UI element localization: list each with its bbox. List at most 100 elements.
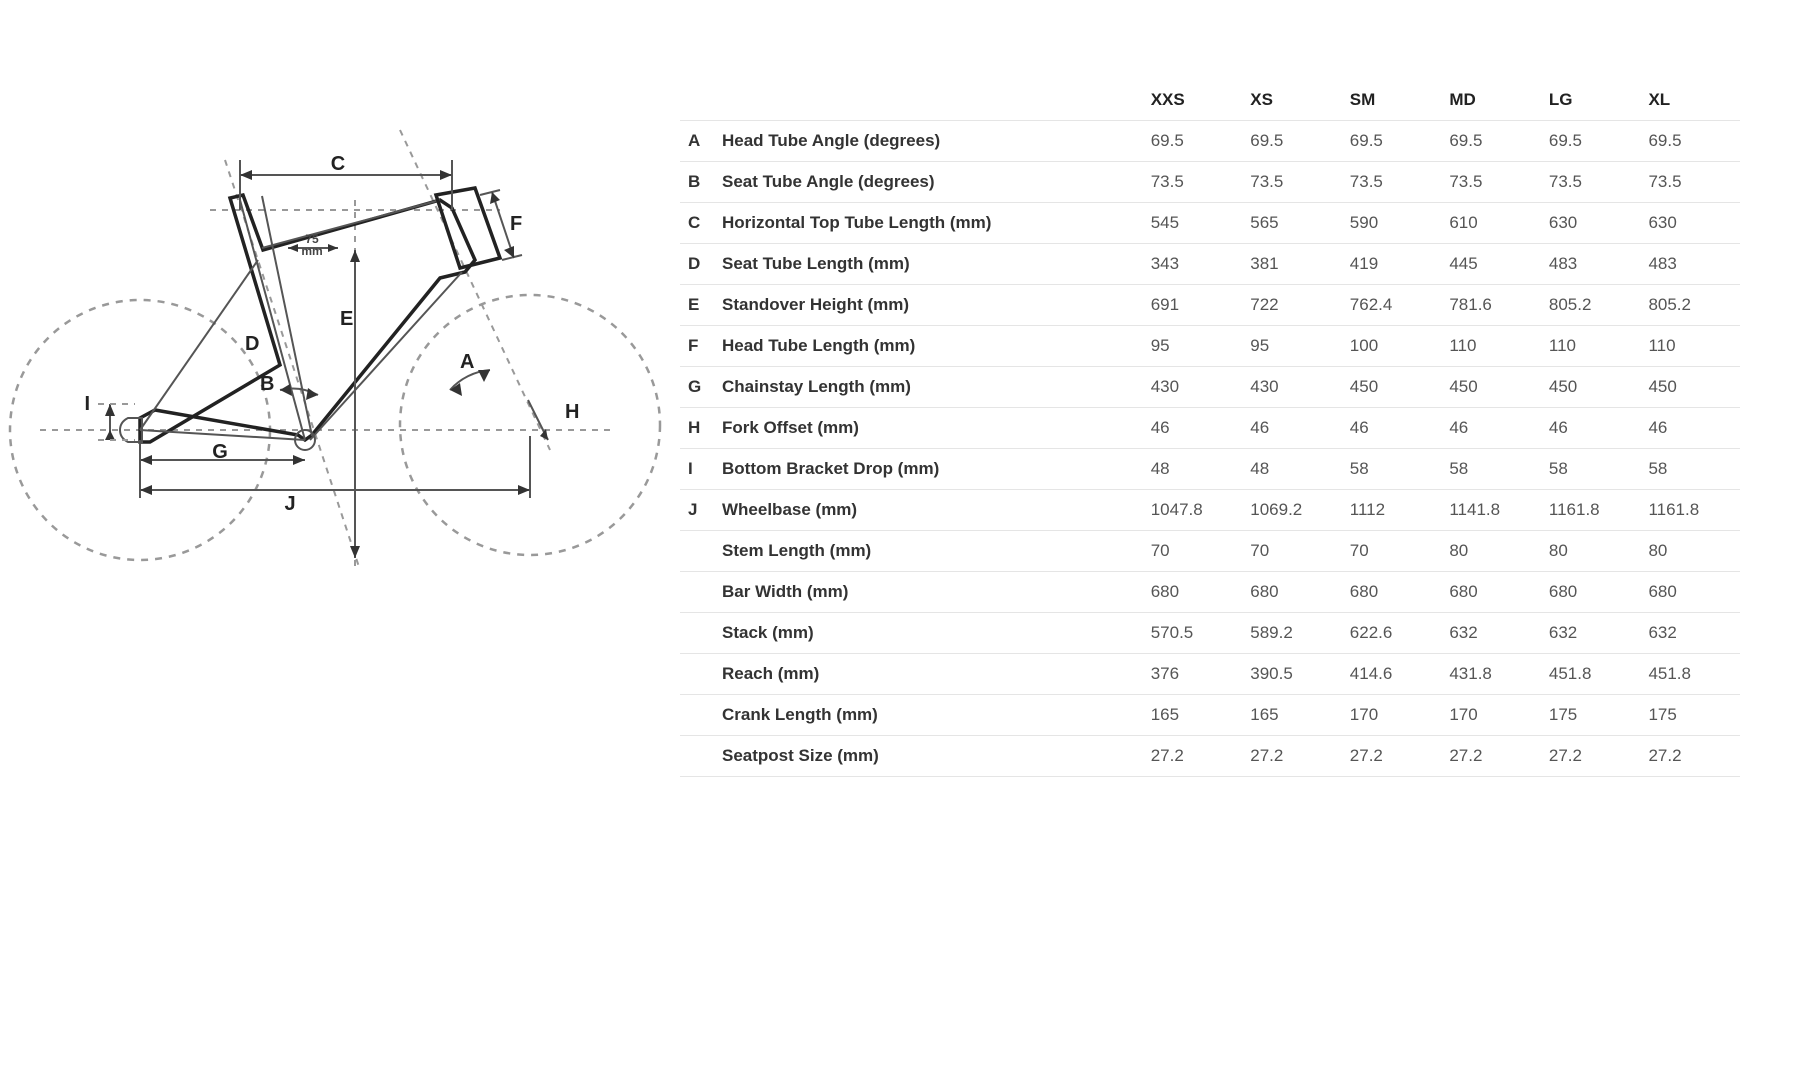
row-label: Crank Length (mm) [714,695,1143,736]
dim-75mm: 75 mm [288,232,338,258]
svg-text:E: E [340,308,353,330]
row-label: Wheelbase (mm) [714,490,1143,531]
table-row: Crank Length (mm)165165170170175175 [680,695,1740,736]
table-row: EStandover Height (mm)691722762.4781.680… [680,285,1740,326]
row-letter: I [680,449,714,490]
row-letter [680,572,714,613]
row-value: 632 [1640,613,1740,654]
row-value: 95 [1143,326,1243,367]
row-label: Stem Length (mm) [714,531,1143,572]
row-value: 100 [1342,326,1442,367]
row-label: Seat Tube Length (mm) [714,244,1143,285]
dim-h-label: H [565,401,579,423]
row-value: 451.8 [1541,654,1641,695]
row-letter: A [680,121,714,162]
row-value: 632 [1541,613,1641,654]
row-value: 450 [1541,367,1641,408]
row-letter [680,654,714,695]
col-xl: XL [1640,80,1740,121]
table-row: Seatpost Size (mm)27.227.227.227.227.227… [680,736,1740,777]
row-value: 46 [1541,408,1641,449]
down-tube [310,272,462,440]
row-value: 680 [1143,572,1243,613]
table-row: FHead Tube Length (mm)9595100110110110 [680,326,1740,367]
row-value: 691 [1143,285,1243,326]
svg-text:I: I [84,393,90,415]
row-value: 376 [1143,654,1243,695]
row-value: 1141.8 [1441,490,1541,531]
row-value: 630 [1640,203,1740,244]
row-value: 430 [1143,367,1243,408]
row-value: 80 [1541,531,1641,572]
row-letter: G [680,367,714,408]
dim-d-label: D [245,333,259,355]
row-label: Chainstay Length (mm) [714,367,1143,408]
col-sm: SM [1342,80,1442,121]
row-value: 27.2 [1342,736,1442,777]
dim-f: F [480,190,522,260]
table-row: DSeat Tube Length (mm)343381419445483483 [680,244,1740,285]
seatstay [140,260,258,430]
head-angle-line [400,130,550,450]
row-value: 680 [1640,572,1740,613]
row-value: 414.6 [1342,654,1442,695]
row-value: 343 [1143,244,1243,285]
row-value: 58 [1441,449,1541,490]
row-value: 175 [1640,695,1740,736]
row-label: Reach (mm) [714,654,1143,695]
row-value: 27.2 [1441,736,1541,777]
row-value: 610 [1441,203,1541,244]
row-value: 27.2 [1143,736,1243,777]
row-value: 590 [1342,203,1442,244]
col-xs: XS [1242,80,1342,121]
svg-text:A: A [460,351,474,373]
row-value: 58 [1342,449,1442,490]
svg-text:J: J [284,493,295,515]
seat-tube [240,200,305,440]
row-value: 165 [1143,695,1243,736]
row-value: 450 [1342,367,1442,408]
row-value: 450 [1640,367,1740,408]
row-value: 69.5 [1541,121,1641,162]
row-value: 381 [1242,244,1342,285]
row-value: 58 [1640,449,1740,490]
row-value: 70 [1342,531,1442,572]
row-letter: F [680,326,714,367]
col-xxs: XXS [1143,80,1243,121]
row-label: Seatpost Size (mm) [714,736,1143,777]
row-value: 69.5 [1342,121,1442,162]
row-value: 445 [1441,244,1541,285]
row-value: 95 [1242,326,1342,367]
row-value: 632 [1441,613,1541,654]
dim-c: C [240,153,452,210]
row-value: 48 [1143,449,1243,490]
row-value: 27.2 [1242,736,1342,777]
row-value: 1161.8 [1541,490,1641,531]
row-label: Bottom Bracket Drop (mm) [714,449,1143,490]
row-value: 805.2 [1640,285,1740,326]
row-value: 680 [1541,572,1641,613]
col-lg: LG [1541,80,1641,121]
row-value: 46 [1640,408,1740,449]
row-label: Standover Height (mm) [714,285,1143,326]
table-row: HFork Offset (mm)464646464646 [680,408,1740,449]
geometry-table-panel: XXSXSSMMDLGXL AHead Tube Angle (degrees)… [680,80,1800,777]
row-value: 27.2 [1541,736,1641,777]
row-letter [680,613,714,654]
row-value: 680 [1441,572,1541,613]
row-letter [680,736,714,777]
table-row: BSeat Tube Angle (degrees)73.573.573.573… [680,162,1740,203]
table-row: JWheelbase (mm)1047.81069.211121141.8116… [680,490,1740,531]
head-tube [436,188,500,268]
geometry-table: XXSXSSMMDLGXL AHead Tube Angle (degrees)… [680,80,1740,777]
row-value: 80 [1441,531,1541,572]
row-value: 805.2 [1541,285,1641,326]
top-tube [262,200,440,248]
row-value: 69.5 [1640,121,1740,162]
svg-text:mm: mm [301,244,322,258]
row-value: 630 [1541,203,1641,244]
row-value: 58 [1541,449,1641,490]
row-value: 430 [1242,367,1342,408]
row-value: 170 [1441,695,1541,736]
row-value: 1069.2 [1242,490,1342,531]
